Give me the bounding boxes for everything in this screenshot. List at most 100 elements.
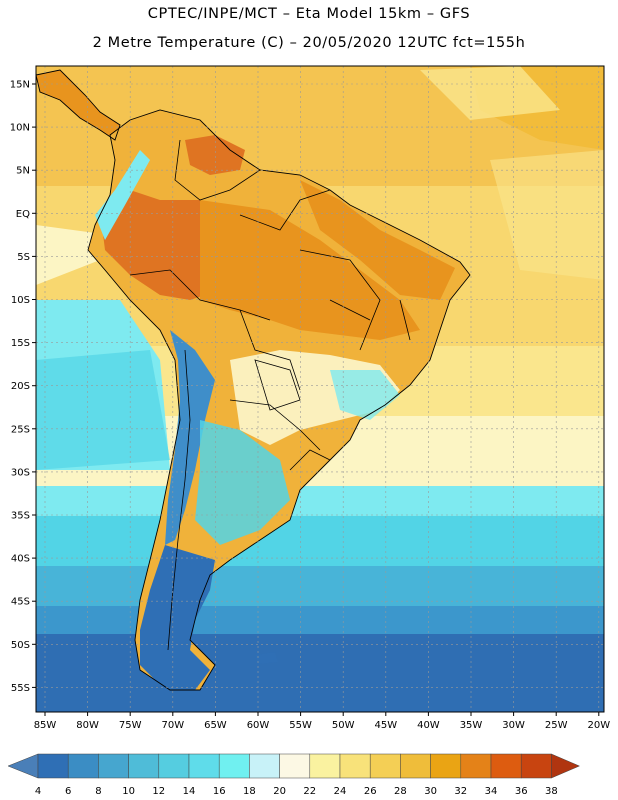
- ocean-band-blue: [36, 606, 604, 634]
- lon-label: 40W: [417, 720, 440, 731]
- border-paraguay: [254, 359, 301, 411]
- latitude-labels: 15N 10N 5N EQ 5S 10S 15S 20S 25S 30S 35S 40S 45S 50S 5…: [10, 80, 36, 694]
- coastline-central-america: [36, 69, 121, 141]
- border-bolivia-brazil: [239, 309, 301, 391]
- lat-label: 5N: [16, 166, 30, 177]
- atlantic-pale-patch: [490, 150, 604, 280]
- colorbar-segment: [369, 753, 401, 779]
- lon-label: 70W: [161, 720, 184, 731]
- colorbar-label: 34: [485, 786, 498, 797]
- colorbar-segment: [188, 753, 220, 779]
- colorbar-label: 36: [515, 786, 528, 797]
- country-borders: [129, 139, 411, 651]
- lon-label: 20W: [587, 720, 610, 731]
- falkland-islands: [255, 652, 278, 664]
- andes-cold-strip: [165, 330, 215, 545]
- lat-label: 10N: [10, 123, 30, 134]
- ocean-band-cyan: [36, 516, 604, 566]
- border-peru-brazil: [129, 269, 271, 321]
- andes-north-strip: [95, 150, 150, 240]
- coastline-south-america: [87, 109, 471, 691]
- colorbar-label: 14: [183, 786, 196, 797]
- colorbar-label: 18: [243, 786, 256, 797]
- patagonia-land: [140, 545, 215, 690]
- colorbar-segment: [430, 753, 462, 779]
- lat-label: 50S: [11, 640, 30, 651]
- colorbar: [7, 753, 581, 779]
- colorbar-segment: [128, 753, 160, 779]
- map-frame: [35, 65, 605, 713]
- ocean-band-cyan-light: [36, 486, 604, 516]
- lat-label: EQ: [16, 209, 30, 220]
- ocean-band-south: [36, 634, 604, 712]
- lon-label: 30W: [502, 720, 525, 731]
- colorbar-segment: [339, 753, 371, 779]
- colorbar-label: 24: [334, 786, 347, 797]
- lon-label: 65W: [204, 720, 227, 731]
- colorbar-label: 8: [95, 786, 101, 797]
- colorbar-label: 12: [152, 786, 165, 797]
- lon-label: 50W: [332, 720, 355, 731]
- central-america-land: [36, 70, 120, 140]
- colorbar-label: 22: [303, 786, 316, 797]
- colorbar-label: 16: [213, 786, 226, 797]
- title-line-1: CPTEC/INPE/MCT – Eta Model 15km – GFS: [147, 6, 471, 22]
- title-line-2: 2 Metre Temperature (C) – 20/05/2020 12U…: [92, 35, 526, 51]
- colorbar-label: 38: [545, 786, 558, 797]
- colorbar-label: 26: [364, 786, 377, 797]
- northeast-warm-region: [300, 180, 455, 300]
- lat-label: 15S: [11, 338, 30, 349]
- lat-label: 10S: [11, 295, 30, 306]
- colorbar-label: 32: [454, 786, 467, 797]
- colorbar-label: 10: [122, 786, 135, 797]
- lon-label: 80W: [76, 720, 99, 731]
- lat-label: 55S: [11, 683, 30, 694]
- colorbar-left-arrow: [7, 753, 39, 779]
- southeast-cyan-patch: [330, 370, 400, 420]
- colorbar-segment: [67, 753, 99, 779]
- lat-label: 25S: [11, 424, 30, 435]
- lon-label: 35W: [460, 720, 483, 731]
- border-colombia-venezuela: [174, 139, 261, 201]
- colorbar-segment: [309, 753, 341, 779]
- lat-label: 40S: [11, 554, 30, 565]
- caribbean-cream-patch: [420, 66, 560, 120]
- lon-label: 60W: [247, 720, 270, 731]
- lat-label: 45S: [11, 597, 30, 608]
- lon-label: 85W: [34, 720, 57, 731]
- colorbar-segment: [218, 753, 250, 779]
- southern-cone-cyan: [195, 420, 290, 545]
- colorbar-label: 6: [65, 786, 71, 797]
- lat-label: 30S: [11, 467, 30, 478]
- colorbar-label: 28: [394, 786, 407, 797]
- colorbar-segment: [520, 753, 552, 779]
- lon-label: 75W: [119, 720, 142, 731]
- colorbar-segment: [98, 753, 129, 779]
- pacific-cyan-patch: [36, 350, 170, 470]
- colorbar-segment: [400, 753, 431, 779]
- colorbar-segment: [158, 753, 190, 779]
- ocean-band-mid: [36, 566, 604, 606]
- border-uruguay: [289, 449, 331, 471]
- colorbar-segment: [460, 753, 492, 779]
- lat-label: 5S: [17, 252, 30, 263]
- colorbar-labels: 4 6 8 10 12 14 16 18 20 22 24 26 28 30 32 34 36 38: [35, 786, 558, 797]
- lon-label: 25W: [545, 720, 568, 731]
- border-brazil-states: [299, 249, 411, 351]
- map-area: [36, 66, 604, 712]
- colorbar-segment: [279, 753, 311, 779]
- border-argentina-brazil: [229, 399, 321, 451]
- colorbar-label: 20: [273, 786, 286, 797]
- lon-label: 55W: [289, 720, 312, 731]
- colorbar-label: 4: [35, 786, 41, 797]
- lon-label: 45W: [374, 720, 397, 731]
- lat-label: 20S: [11, 381, 30, 392]
- venezuela-hot-region: [185, 135, 245, 175]
- colorbar-segment: [490, 753, 522, 779]
- longitude-labels: 85W 80W 75W 70W 65W 60W 55W 50W 45W 40W 35W 30W 25W 2…: [34, 712, 610, 731]
- colorbar-segment: [37, 753, 69, 779]
- lat-label: 15N: [10, 80, 30, 91]
- border-brazil-north: [239, 189, 331, 231]
- lat-label: 35S: [11, 511, 30, 522]
